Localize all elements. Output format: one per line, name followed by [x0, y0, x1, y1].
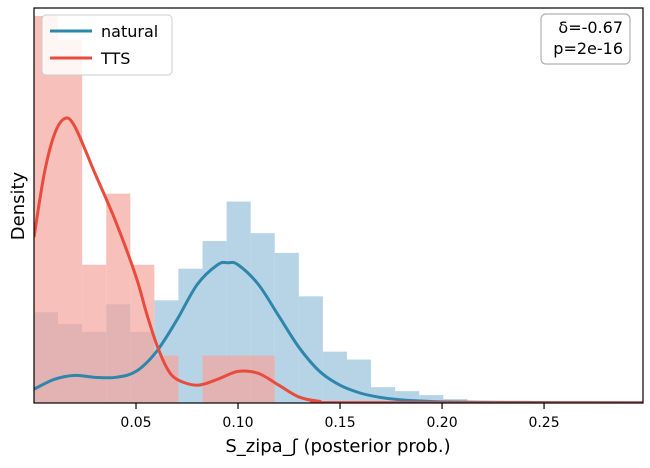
- annotation-delta: δ=-0.67: [558, 18, 623, 37]
- hist-bar-tts: [130, 264, 155, 403]
- x-tick-label: 0.20: [426, 415, 457, 431]
- legend-label-tts: TTS: [100, 49, 130, 68]
- hist-bar-tts: [82, 264, 107, 403]
- hist-bar-natural: [419, 395, 444, 403]
- x-tick-label: 0.15: [324, 415, 355, 431]
- plot-frame: [33, 7, 644, 404]
- x-axis: 0.05 0.10 0.15 0.20 0.25: [120, 403, 560, 431]
- annotation-p-value: p=2e-16: [553, 39, 623, 58]
- kde-line-tts: [34, 116, 643, 403]
- y-axis-label: Density: [8, 171, 29, 240]
- x-tick-label: 0.25: [528, 415, 559, 431]
- hist-bar-tts: [226, 355, 251, 403]
- legend-label-natural: natural: [101, 22, 158, 41]
- hist-bar-natural: [298, 296, 323, 403]
- stats-annotation: δ=-0.67 p=2e-16: [540, 13, 631, 65]
- legend: natural TTS: [41, 14, 173, 76]
- hist-bar-tts: [58, 39, 83, 403]
- x-tick-label: 0.10: [222, 415, 253, 431]
- annotation-box: [540, 13, 631, 65]
- x-axis-label: S_zipa_ʃ (posterior prob.): [225, 436, 450, 457]
- hist-bar-natural: [395, 391, 420, 403]
- plot-area: [34, 15, 643, 403]
- hist-bar-natural: [346, 359, 372, 403]
- x-tick-label: 0.05: [120, 415, 151, 431]
